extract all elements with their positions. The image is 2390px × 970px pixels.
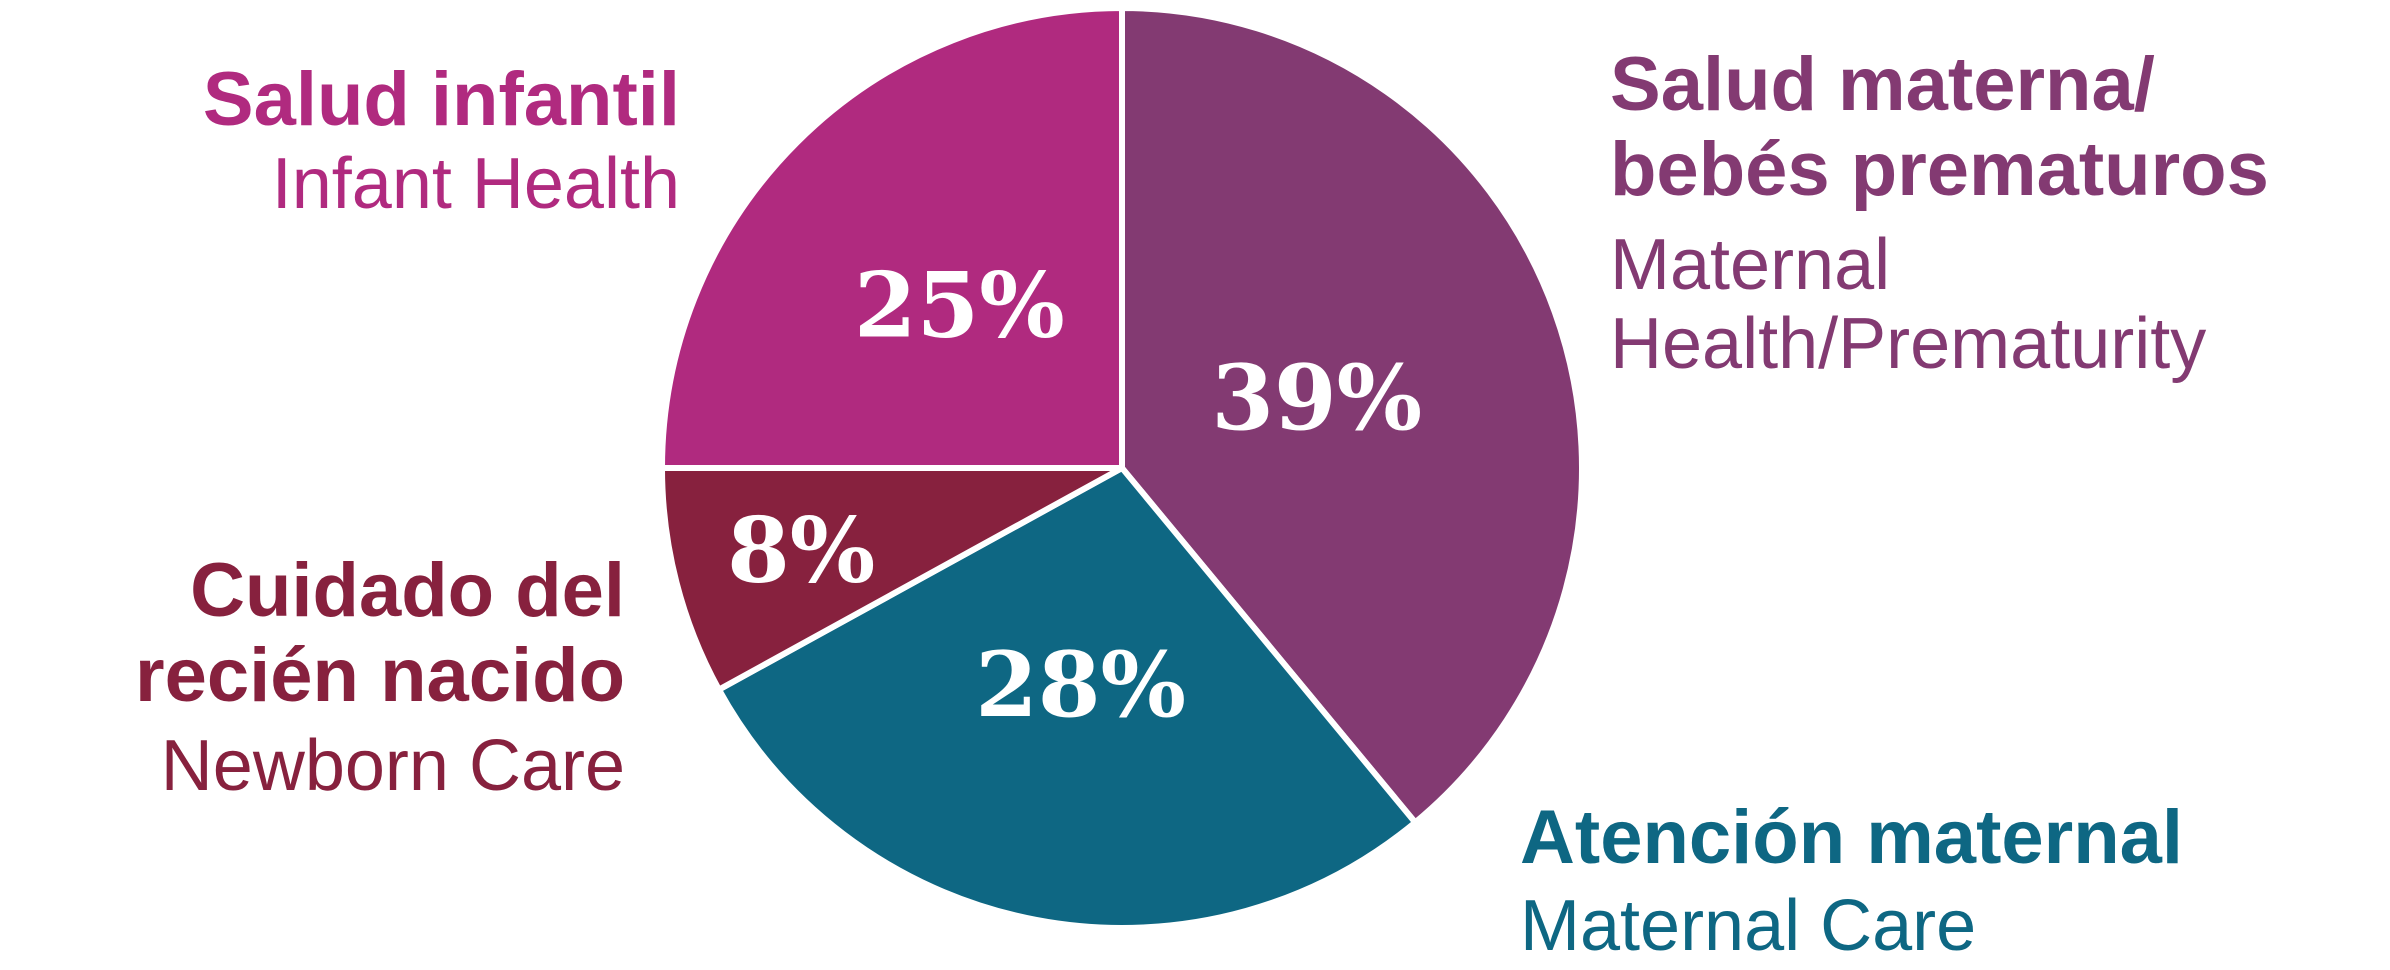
- legend-infant-health: Salud infantil Infant Health: [140, 57, 680, 224]
- legend-maternal-care: Atención maternal Maternal Care: [1520, 795, 2320, 966]
- slice-maternal-health: [1119, 5, 1586, 826]
- value-label-maternal-care: 28%: [975, 632, 1186, 738]
- legend-maternal-health: Salud materna/ bebés prematuros Maternal…: [1610, 42, 2380, 385]
- value-label-maternal-health: 39%: [1211, 345, 1422, 451]
- pie-slices: [659, 5, 1586, 932]
- legend-newborn-care: Cuidado del recién nacido Newborn Care: [10, 548, 625, 802]
- label-maternal-health-en: Maternal Health/Prematurity: [1610, 225, 2207, 385]
- label-maternal-care-en: Maternal Care: [1520, 886, 1977, 966]
- value-label-infant-health: 25%: [854, 252, 1065, 358]
- label-infant-health-es: Salud infantil: [202, 57, 680, 142]
- label-newborn-care-es: Cuidado del recién nacido: [135, 548, 625, 719]
- label-newborn-care-en: Newborn Care: [160, 726, 625, 807]
- slice-infant-health: [659, 5, 1125, 471]
- value-label-newborn-care: 8%: [727, 497, 875, 603]
- slice-newborn-care: [659, 465, 1125, 693]
- pie-value-labels: 39% 28% 8% 25%: [727, 252, 1422, 738]
- slice-maternal-care: [715, 465, 1419, 932]
- label-maternal-care-es: Atención maternal: [1520, 795, 2184, 880]
- label-maternal-health-es: Salud materna/ bebés prematuros: [1610, 42, 2269, 213]
- label-infant-health-en: Infant Health: [271, 144, 680, 224]
